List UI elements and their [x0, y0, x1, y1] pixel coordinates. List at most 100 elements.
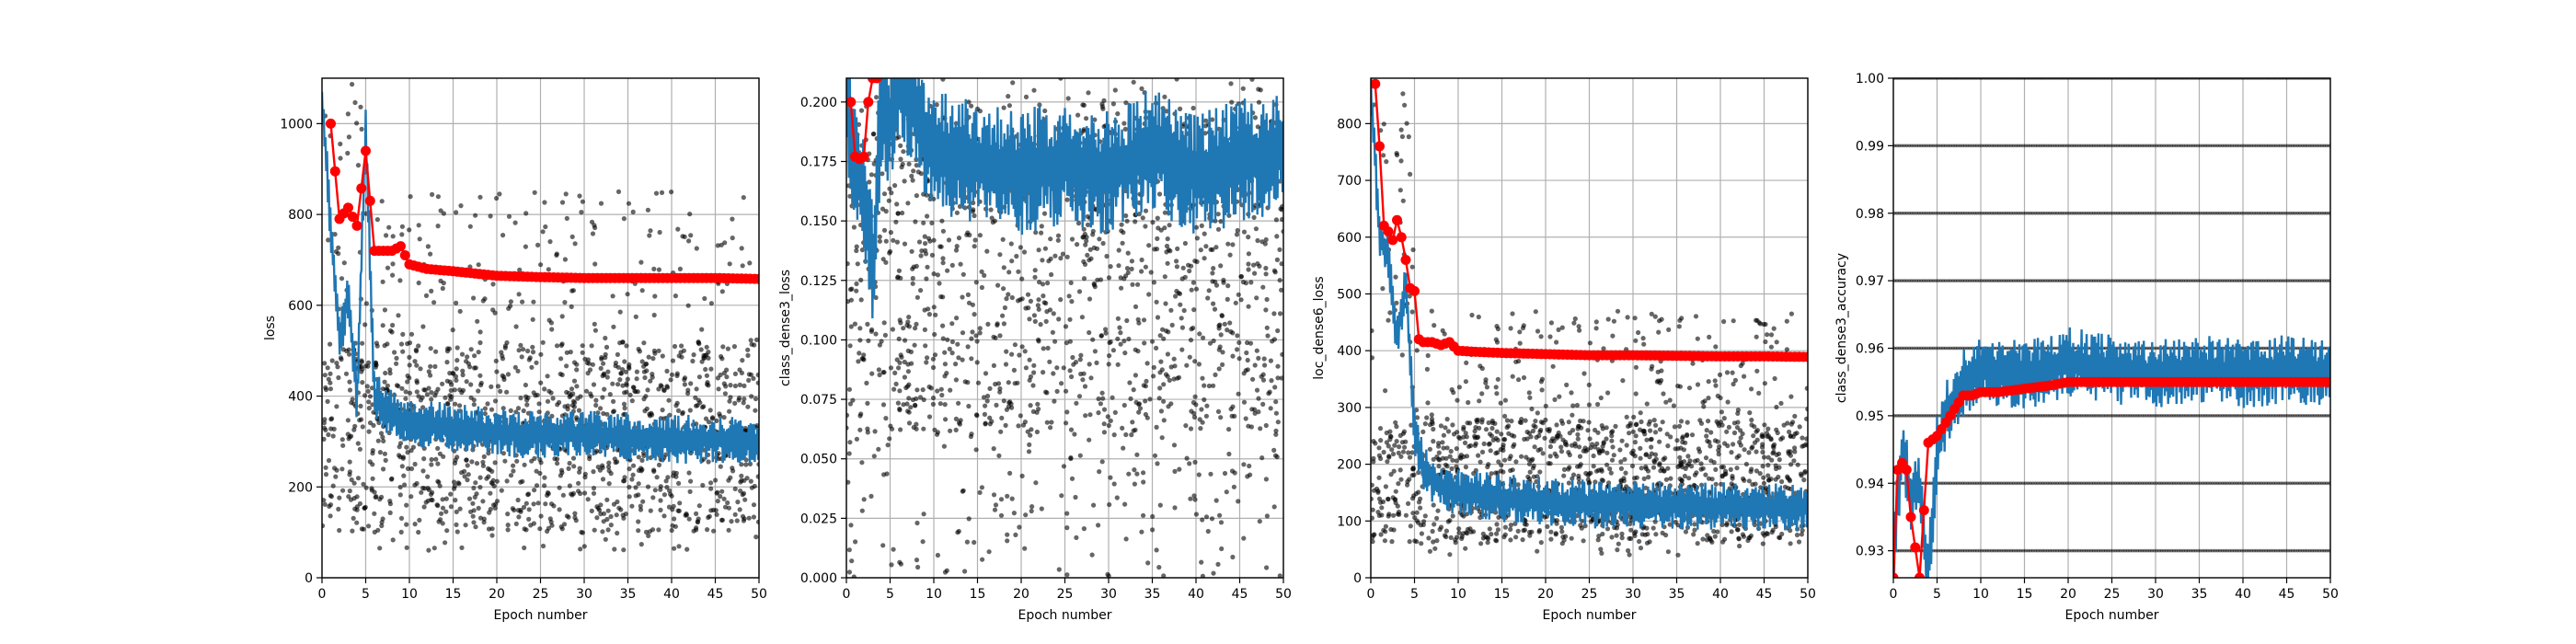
scatter-point	[537, 526, 543, 532]
scatter-point	[850, 397, 856, 403]
scatter-point	[1096, 396, 1101, 402]
scatter-point	[1198, 426, 1203, 431]
scatter-point	[929, 220, 935, 225]
scatter-point	[984, 398, 990, 404]
y-tick-label: 0.025	[800, 512, 837, 526]
scatter-point	[1088, 375, 1094, 381]
scatter-point	[1489, 471, 1494, 477]
scatter-point	[1172, 468, 1178, 474]
scatter-point	[902, 374, 908, 380]
scatter-point	[1726, 424, 1731, 430]
scatter-point	[922, 234, 927, 239]
scatter-point	[1472, 435, 1478, 441]
scatter-point	[1655, 369, 1661, 374]
scatter-point	[1706, 419, 1711, 424]
scatter-point	[558, 524, 564, 530]
scatter-point	[530, 316, 535, 322]
scatter-point	[1454, 535, 1460, 540]
scatter-point	[466, 361, 471, 366]
scatter-point	[592, 223, 597, 228]
scatter-point	[447, 393, 453, 398]
scatter-point	[1685, 420, 1690, 425]
scatter-point	[574, 415, 580, 420]
scatter-point	[1515, 528, 1521, 535]
scatter-point	[603, 536, 608, 542]
scatter-point	[605, 527, 611, 533]
scatter-point	[1159, 367, 1165, 373]
scatter-point	[971, 207, 976, 213]
scatter-point	[1409, 422, 1414, 428]
scatter-point	[1079, 315, 1085, 320]
scatter-point	[913, 402, 918, 408]
scatter-point	[1448, 535, 1454, 541]
scatter-point	[694, 246, 699, 251]
scatter-point	[1660, 420, 1665, 425]
scatter-point	[401, 473, 407, 478]
scatter-point	[1628, 517, 1634, 523]
scatter-point	[737, 382, 742, 387]
scatter-point	[708, 486, 714, 491]
scatter-point	[930, 356, 937, 362]
scatter-point	[1203, 514, 1210, 520]
scatter-point	[429, 456, 434, 463]
x-tick-label: 5	[362, 587, 370, 602]
scatter-point	[468, 347, 474, 352]
series-marker	[753, 273, 759, 284]
scatter-point	[1564, 443, 1570, 448]
scatter-point	[399, 224, 405, 229]
scatter-point	[1108, 339, 1113, 345]
scatter-point	[357, 500, 362, 507]
scatter-point	[742, 516, 747, 522]
scatter-point	[1712, 438, 1718, 443]
series-marker	[343, 202, 353, 213]
series-marker	[1392, 214, 1402, 225]
x-tick-label: 45	[1232, 587, 1248, 602]
scatter-point	[1187, 354, 1192, 360]
scatter-point	[650, 495, 656, 500]
scatter-point	[357, 446, 362, 452]
scatter-point	[1421, 519, 1427, 524]
scatter-point	[1800, 443, 1805, 449]
scatter-point	[382, 307, 387, 313]
scatter-point	[522, 462, 527, 467]
scatter-point	[1219, 313, 1225, 318]
scatter-point	[913, 326, 918, 331]
scatter-point	[1566, 480, 1571, 486]
scatter-point	[1026, 305, 1031, 311]
scatter-point	[1220, 362, 1225, 367]
scatter-point	[715, 499, 720, 504]
scatter-point	[1154, 247, 1160, 252]
scatter-point	[865, 400, 870, 406]
scatter-point	[741, 490, 747, 497]
scatter-point	[591, 486, 597, 491]
scatter-point	[656, 462, 662, 467]
scatter-point	[1133, 347, 1138, 352]
scatter-point	[636, 481, 641, 487]
scatter-point	[1638, 455, 1643, 461]
scatter-point	[359, 417, 364, 422]
scatter-point	[1260, 284, 1266, 290]
scatter-point	[1210, 247, 1215, 252]
scatter-point	[638, 503, 643, 509]
scatter-point	[1718, 395, 1723, 401]
scatter-point	[914, 321, 919, 327]
scatter-point	[1401, 429, 1407, 434]
scatter-point	[516, 292, 522, 297]
scatter-point	[711, 528, 717, 534]
scatter-point	[330, 483, 336, 489]
scatter-point	[1509, 419, 1514, 424]
scatter-point	[1686, 385, 1693, 391]
scatter-point	[891, 237, 896, 243]
scatter-point	[1478, 514, 1483, 521]
scatter-point	[1211, 383, 1216, 388]
scatter-point	[407, 362, 412, 368]
scatter-point	[1626, 547, 1631, 554]
scatter-point	[398, 515, 405, 522]
scatter-point	[1225, 328, 1230, 333]
scatter-point	[1762, 381, 1767, 386]
scatter-point	[1386, 443, 1391, 449]
scatter-point	[949, 351, 955, 356]
scatter-point	[1279, 287, 1283, 293]
scatter-point	[925, 355, 930, 361]
scatter-point	[440, 497, 445, 502]
